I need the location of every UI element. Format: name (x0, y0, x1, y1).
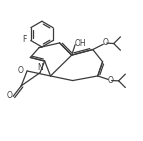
Text: F: F (23, 35, 27, 44)
Text: OH: OH (75, 39, 86, 48)
Text: O: O (108, 76, 114, 85)
Text: N: N (37, 63, 43, 72)
Text: O: O (103, 38, 109, 47)
Text: O: O (18, 67, 24, 75)
Text: O: O (7, 91, 13, 100)
